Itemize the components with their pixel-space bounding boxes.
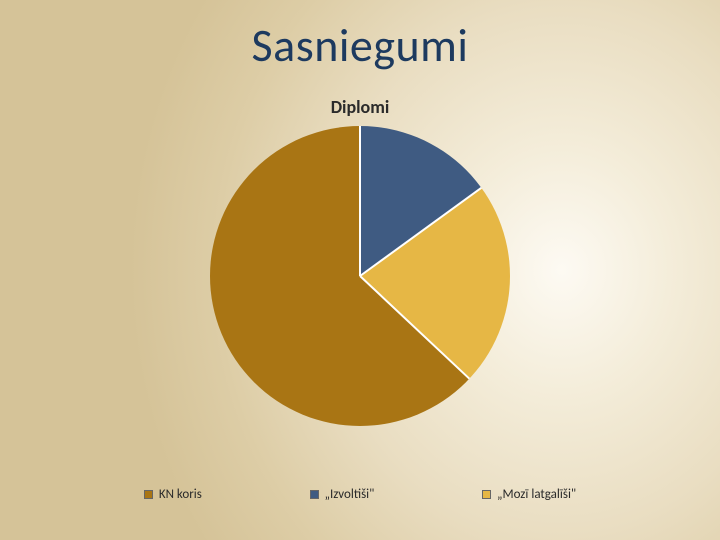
legend-item-mozi-latgalisi: „Mozī latgalīši": [482, 487, 576, 502]
legend-item-izvoltisi: „Izvoltiši": [310, 487, 375, 502]
legend-item-kn-koris: KN koris: [144, 487, 202, 502]
legend-label: KN koris: [159, 487, 202, 502]
legend-label: „Mozī latgalīši": [497, 487, 576, 502]
slide: Sasniegumi Diplomi KN koris „Izvoltiši" …: [0, 0, 720, 540]
chart-title: Diplomi: [0, 96, 720, 118]
slide-title: Sasniegumi: [0, 18, 720, 74]
legend-swatch: [310, 490, 319, 499]
pie-chart-borders: [210, 126, 510, 426]
legend-swatch: [482, 490, 491, 499]
legend-label: „Izvoltiši": [325, 487, 375, 502]
pie-chart: [210, 126, 510, 426]
chart-legend: KN koris „Izvoltiši" „Mozī latgalīši": [0, 487, 720, 502]
legend-swatch: [144, 490, 153, 499]
